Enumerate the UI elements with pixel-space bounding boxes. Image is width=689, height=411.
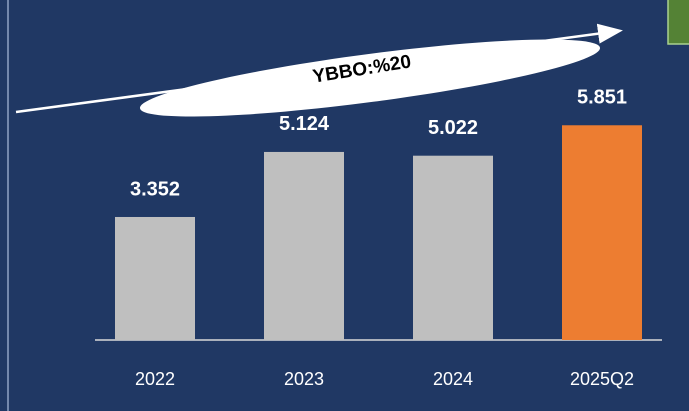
green-box bbox=[667, 0, 689, 45]
x-tick-label: 2024 bbox=[433, 369, 473, 389]
bar bbox=[562, 125, 642, 340]
annotation-ellipse bbox=[139, 39, 601, 117]
bar bbox=[413, 155, 493, 340]
bar bbox=[115, 216, 195, 340]
x-tick-label: 2025Q2 bbox=[570, 369, 634, 389]
bar bbox=[264, 151, 344, 340]
value-label: 5.124 bbox=[279, 113, 330, 135]
value-label: 3.352 bbox=[130, 178, 180, 200]
x-tick-label: 2023 bbox=[284, 369, 324, 389]
value-label: 5.022 bbox=[428, 117, 478, 139]
value-label: 5.851 bbox=[577, 87, 627, 109]
x-tick-label: 2022 bbox=[135, 369, 175, 389]
